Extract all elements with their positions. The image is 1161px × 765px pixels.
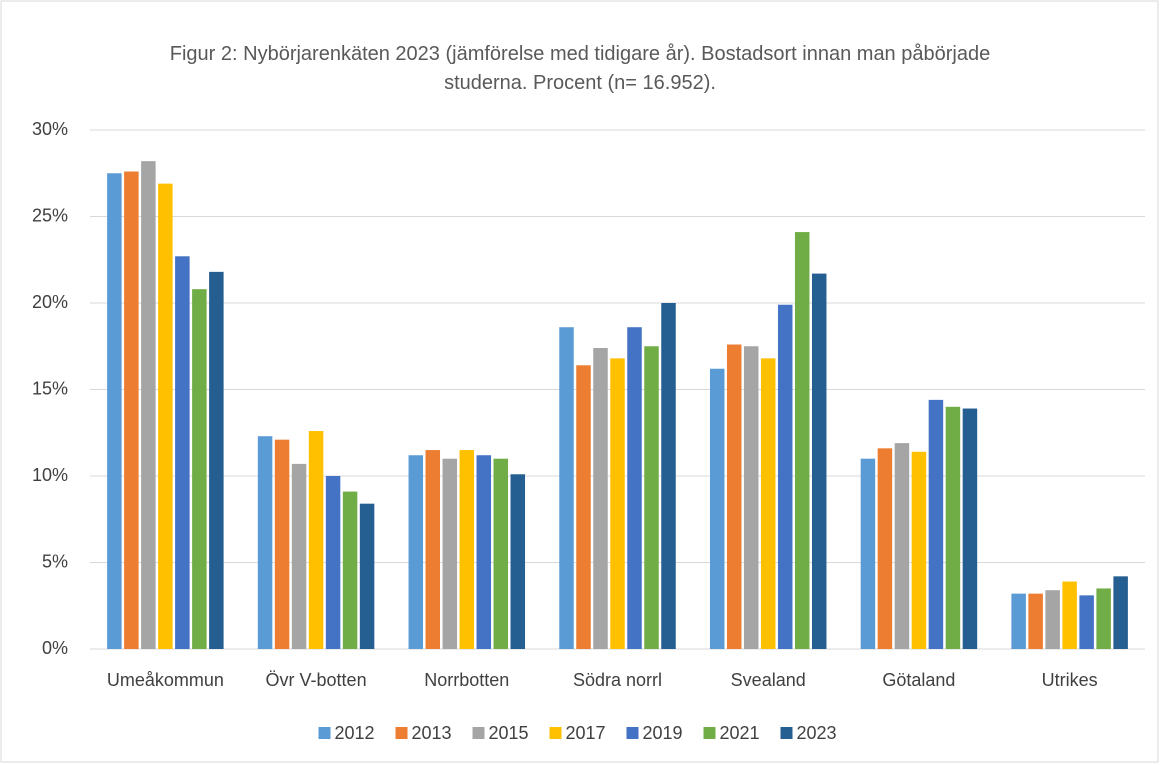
legend-label: 2017	[566, 723, 606, 743]
bar	[576, 365, 591, 649]
bar	[877, 448, 893, 649]
bar	[192, 289, 207, 649]
bar	[962, 408, 978, 649]
bar	[342, 491, 358, 649]
bar	[141, 161, 156, 649]
legend-label: 2023	[797, 723, 837, 743]
x-tick-label: Norrbotten	[424, 670, 509, 690]
bar	[911, 451, 927, 649]
x-tick-label: Götaland	[882, 670, 955, 690]
legend-swatch	[318, 727, 331, 739]
chart-title: Figur 2: Nybörjarenkäten 2023 (jämförels…	[169, 43, 991, 94]
bar	[644, 346, 659, 649]
bar	[1113, 576, 1128, 649]
y-tick-label: 5%	[42, 551, 68, 571]
bar	[459, 450, 475, 649]
x-tick-label: Umeåkommun	[107, 670, 224, 690]
legend-swatch	[395, 727, 408, 739]
bar	[291, 463, 307, 649]
bar	[1096, 588, 1111, 649]
bar	[510, 474, 526, 649]
bar	[709, 368, 725, 649]
bar	[209, 271, 224, 649]
bar	[743, 346, 759, 649]
x-tick-label: Övr V-botten	[266, 670, 367, 690]
bar	[1011, 593, 1026, 649]
bar	[627, 327, 642, 649]
bar	[124, 171, 139, 649]
x-tick-label: Södra norrl	[573, 670, 662, 690]
bar	[175, 256, 190, 649]
bar	[442, 458, 458, 649]
bar	[308, 431, 324, 649]
y-tick-label: 30%	[32, 119, 68, 139]
x-tick-label: Svealand	[731, 670, 806, 690]
bar	[928, 399, 944, 649]
legend-swatch	[549, 727, 562, 739]
y-tick-label: 20%	[32, 292, 68, 312]
legend-swatch	[780, 727, 793, 739]
bar	[1045, 590, 1060, 649]
bar	[1079, 595, 1094, 649]
x-tick-label: Utrikes	[1042, 670, 1098, 690]
bar	[760, 358, 776, 649]
bar	[1062, 581, 1077, 649]
bar	[894, 443, 910, 649]
bar	[559, 327, 574, 649]
legend-swatch	[472, 727, 485, 739]
bar	[794, 232, 810, 649]
bar	[408, 455, 424, 649]
bar	[257, 436, 273, 649]
bar	[274, 439, 290, 649]
bar	[860, 458, 876, 649]
bar	[593, 347, 608, 649]
bar	[325, 476, 341, 649]
bar	[107, 173, 122, 649]
y-tick-label: 0%	[42, 638, 68, 658]
y-tick-label: 25%	[32, 205, 68, 225]
bar	[661, 303, 676, 649]
bar	[476, 455, 492, 649]
legend-swatch	[703, 727, 716, 739]
legend-label: 2021	[720, 723, 760, 743]
y-tick-label: 10%	[32, 465, 68, 485]
bar	[158, 183, 173, 649]
legend-label: 2015	[489, 723, 529, 743]
bar	[610, 358, 625, 649]
legend-label: 2012	[335, 723, 375, 743]
bar	[726, 344, 742, 649]
bar	[811, 273, 827, 649]
legend-swatch	[626, 727, 639, 739]
bar	[1028, 593, 1043, 649]
bar	[777, 304, 793, 649]
legend-label: 2013	[412, 723, 452, 743]
legend-label: 2019	[643, 723, 683, 743]
bar	[425, 450, 441, 649]
bar	[945, 406, 961, 649]
bar	[493, 458, 509, 649]
y-tick-label: 15%	[32, 378, 68, 398]
bar	[359, 503, 375, 649]
